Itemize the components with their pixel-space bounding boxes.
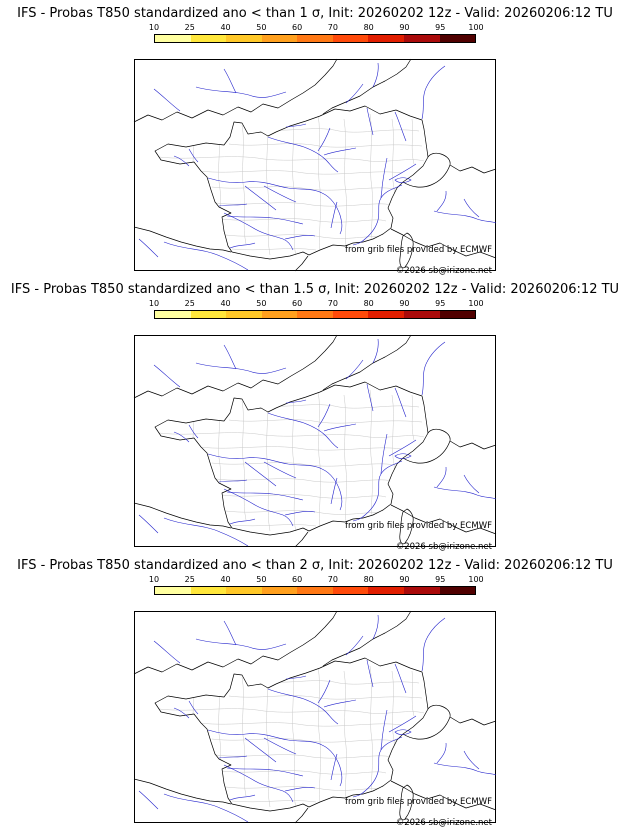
colorbar-tick-label: 40 bbox=[220, 575, 231, 584]
france-map-svg bbox=[134, 335, 496, 547]
colorbar-segment bbox=[261, 311, 298, 318]
colorbar-segment bbox=[439, 587, 476, 594]
colorbar-tick-label: 10 bbox=[148, 575, 160, 584]
probability-colorbar: 10 25 40 50 60 70 80 90 95 100 bbox=[149, 299, 484, 323]
colorbar-segment bbox=[155, 311, 191, 318]
colorbar-tick-label: 100 bbox=[468, 23, 484, 32]
colorbar-segment bbox=[226, 35, 262, 42]
colorbar-segment bbox=[155, 35, 191, 42]
panel-sigma-1-5: IFS - Probas T850 standardized ano < tha… bbox=[0, 276, 630, 552]
colorbar-tick-labels: 10 25 40 50 60 70 80 90 95 100 bbox=[149, 299, 484, 310]
ecmwf-credit: from grib files provided by ECMWF bbox=[345, 797, 492, 807]
colorbar-tick-label: 95 bbox=[435, 575, 446, 584]
france-map-svg bbox=[134, 59, 496, 271]
colorbar-tick-label: 40 bbox=[220, 299, 231, 308]
colorbar-segment bbox=[261, 35, 298, 42]
colorbar-tick-label: 40 bbox=[220, 23, 231, 32]
france-map-rendering bbox=[134, 335, 496, 547]
colorbar-gradient bbox=[154, 34, 476, 43]
panel-sigma-2: IFS - Probas T850 standardized ano < tha… bbox=[0, 552, 630, 828]
france-map-rendering bbox=[134, 59, 496, 271]
colorbar-segment bbox=[368, 35, 404, 42]
colorbar-tick-label: 95 bbox=[435, 299, 446, 308]
france-map-rendering bbox=[134, 611, 496, 823]
copyright-note: ©2026 sb@irizone.net bbox=[395, 266, 492, 276]
colorbar-segment bbox=[190, 587, 227, 594]
colorbar-tick-label: 90 bbox=[399, 299, 410, 308]
panel-title: IFS - Probas T850 standardized ano < tha… bbox=[17, 6, 613, 21]
france-probability-map: from grib files provided by ECMWF ©2026 … bbox=[134, 335, 496, 552]
colorbar-segment bbox=[439, 311, 476, 318]
colorbar-tick-label: 80 bbox=[363, 575, 374, 584]
colorbar-segment bbox=[332, 587, 369, 594]
colorbar-tick-label: 60 bbox=[292, 23, 303, 32]
colorbar-tick-label: 95 bbox=[435, 23, 446, 32]
colorbar-segment bbox=[403, 35, 440, 42]
colorbar-segment bbox=[226, 311, 262, 318]
colorbar-segment bbox=[297, 311, 333, 318]
copyright-note: ©2026 sb@irizone.net bbox=[395, 818, 492, 828]
colorbar-tick-label: 25 bbox=[184, 575, 195, 584]
copyright-note: ©2026 sb@irizone.net bbox=[395, 542, 492, 552]
panel-sigma-1: IFS - Probas T850 standardized ano < tha… bbox=[0, 0, 630, 276]
colorbar-segment bbox=[332, 35, 369, 42]
colorbar-tick-label: 50 bbox=[256, 23, 267, 32]
colorbar-tick-label: 80 bbox=[363, 299, 374, 308]
france-map-svg bbox=[134, 611, 496, 823]
colorbar-tick-label: 60 bbox=[292, 575, 303, 584]
colorbar-segment bbox=[226, 587, 262, 594]
ecmwf-credit: from grib files provided by ECMWF bbox=[345, 245, 492, 255]
colorbar-segment bbox=[368, 587, 404, 594]
colorbar-segment bbox=[403, 587, 440, 594]
colorbar-tick-label: 100 bbox=[468, 299, 484, 308]
colorbar-tick-label: 50 bbox=[256, 299, 267, 308]
colorbar-tick-labels: 10 25 40 50 60 70 80 90 95 100 bbox=[149, 23, 484, 34]
colorbar-tick-label: 80 bbox=[363, 23, 374, 32]
probability-colorbar: 10 25 40 50 60 70 80 90 95 100 bbox=[149, 23, 484, 47]
colorbar-tick-label: 90 bbox=[399, 575, 410, 584]
ecmwf-credit: from grib files provided by ECMWF bbox=[345, 521, 492, 531]
colorbar-tick-label: 50 bbox=[256, 575, 267, 584]
probability-colorbar: 10 25 40 50 60 70 80 90 95 100 bbox=[149, 575, 484, 599]
colorbar-tick-labels: 10 25 40 50 60 70 80 90 95 100 bbox=[149, 575, 484, 586]
colorbar-tick-label: 10 bbox=[148, 299, 160, 308]
colorbar-gradient bbox=[154, 586, 476, 595]
colorbar-segment bbox=[297, 35, 333, 42]
colorbar-tick-label: 70 bbox=[327, 23, 338, 32]
colorbar-segment bbox=[403, 311, 440, 318]
colorbar-tick-label: 70 bbox=[327, 299, 338, 308]
france-probability-map: from grib files provided by ECMWF ©2026 … bbox=[134, 59, 496, 276]
colorbar-segment bbox=[190, 35, 227, 42]
colorbar-tick-label: 90 bbox=[399, 23, 410, 32]
colorbar-tick-label: 25 bbox=[184, 23, 195, 32]
colorbar-segment bbox=[332, 311, 369, 318]
colorbar-segment bbox=[368, 311, 404, 318]
colorbar-segment bbox=[261, 587, 298, 594]
colorbar-tick-label: 25 bbox=[184, 299, 195, 308]
panel-title: IFS - Probas T850 standardized ano < tha… bbox=[10, 282, 620, 297]
colorbar-tick-label: 10 bbox=[148, 23, 160, 32]
colorbar-gradient bbox=[154, 310, 476, 319]
colorbar-segment bbox=[155, 587, 191, 594]
colorbar-tick-label: 70 bbox=[327, 575, 338, 584]
panel-title: IFS - Probas T850 standardized ano < tha… bbox=[17, 558, 613, 573]
colorbar-segment bbox=[190, 311, 227, 318]
colorbar-tick-label: 100 bbox=[468, 575, 484, 584]
colorbar-tick-label: 60 bbox=[292, 299, 303, 308]
france-probability-map: from grib files provided by ECMWF ©2026 … bbox=[134, 611, 496, 828]
colorbar-segment bbox=[297, 587, 333, 594]
colorbar-segment bbox=[439, 35, 476, 42]
